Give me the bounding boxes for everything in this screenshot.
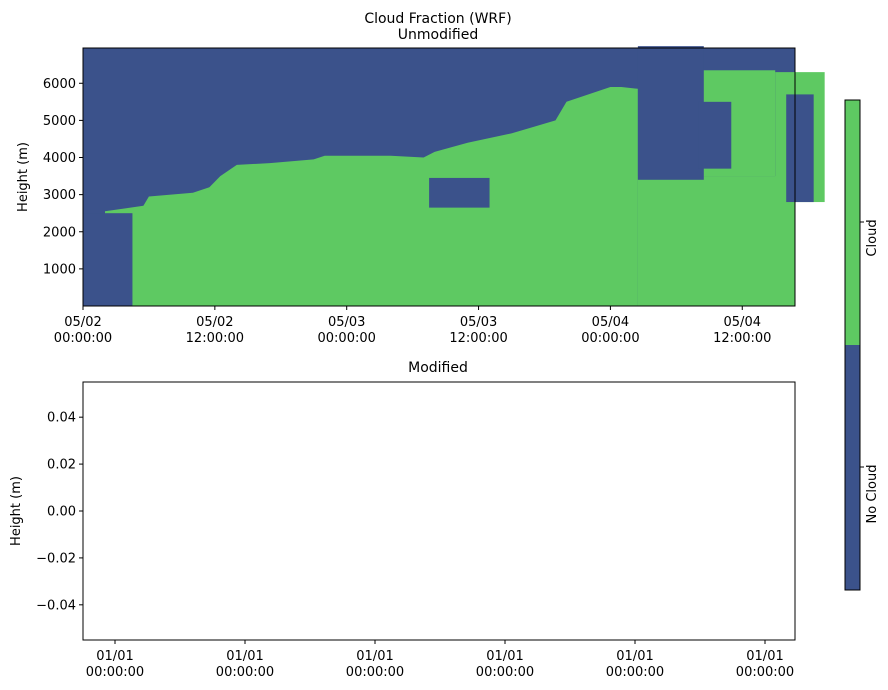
top-xtick-time: 12:00:00 (713, 331, 771, 346)
bottom-ytick-label: 0.04 (47, 411, 76, 426)
top-xtick-time: 00:00:00 (54, 331, 112, 346)
bottom-xtick-date: 01/01 (356, 649, 393, 664)
bottom-xtick-date: 01/01 (486, 649, 523, 664)
top-y-axis-ticks: 1000 2000 3000 4000 5000 6000 (43, 77, 83, 277)
cloud-region-main (105, 87, 638, 306)
top-ytick-label: 1000 (43, 262, 76, 277)
top-xtick-time: 12:00:00 (186, 331, 244, 346)
top-ytick-label: 5000 (43, 114, 76, 129)
bottom-xtick-time: 00:00:00 (346, 665, 404, 680)
bottom-axes-frame (82, 381, 796, 641)
bottom-xtick-date: 01/01 (96, 649, 133, 664)
colorbar-label-no-cloud: No Cloud (865, 465, 880, 524)
bottom-ytick-label: 0.00 (47, 505, 76, 520)
top-y-axis-label: Height (m) (16, 142, 31, 212)
bottom-x-axis-ticks: 01/0100:00:0001/0100:00:0001/0100:00:000… (86, 640, 794, 680)
top-axes-frame (82, 47, 796, 307)
colorbar: Cloud No Cloud (844, 99, 880, 591)
top-ytick-label: 3000 (43, 188, 76, 203)
bottom-xtick-date: 01/01 (616, 649, 653, 664)
modified-heatmap: 0.040.020.00−0.02−0.04 01/0100:00:0001/0… (36, 381, 796, 680)
top-panel-title: Unmodified (398, 27, 478, 43)
top-ytick-label: 4000 (43, 151, 76, 166)
no-cloud-intrusion-3 (786, 94, 814, 203)
top-x-axis-ticks: 05/0200:00:0005/0212:00:0005/0300:00:000… (54, 306, 771, 346)
top-xtick-time: 00:00:00 (318, 331, 376, 346)
bottom-xtick-date: 01/01 (226, 649, 263, 664)
figure-title: Cloud Fraction (WRF) (364, 11, 511, 27)
bottom-xtick-time: 00:00:00 (476, 665, 534, 680)
bottom-y-axis-label: Height (m) (9, 476, 24, 546)
bottom-xtick-time: 00:00:00 (606, 665, 664, 680)
cloud-region-lower-right (637, 176, 795, 306)
top-xtick-date: 05/02 (64, 315, 101, 330)
bottom-ytick-label: 0.02 (47, 458, 76, 473)
no-cloud-intrusions (83, 46, 814, 306)
top-ytick-label: 6000 (43, 77, 76, 92)
no-cloud-intrusion-5 (83, 213, 133, 306)
top-ytick-label: 2000 (43, 225, 76, 240)
top-xtick-time: 12:00:00 (449, 331, 507, 346)
top-xtick-time: 00:00:00 (581, 331, 639, 346)
top-xtick-date: 05/03 (328, 315, 365, 330)
bottom-y-axis-ticks: 0.04 0.02 0.00 −0.02 −0.04 (36, 411, 83, 613)
bottom-xtick-time: 00:00:00 (216, 665, 274, 680)
top-xtick-date: 05/04 (724, 315, 761, 330)
colorbar-label-cloud: Cloud (865, 219, 880, 256)
no-cloud-intrusion-2 (698, 101, 732, 169)
bottom-xtick-time: 00:00:00 (736, 665, 794, 680)
bottom-ytick-label: −0.02 (36, 551, 76, 566)
bottom-panel-title: Modified (408, 360, 468, 376)
colorbar-no-cloud-segment (845, 345, 860, 590)
top-xtick-date: 05/02 (196, 315, 233, 330)
bottom-xtick-time: 00:00:00 (86, 665, 144, 680)
top-xtick-date: 05/03 (460, 315, 497, 330)
top-xtick-date: 05/04 (592, 315, 629, 330)
no-cloud-intrusion-1 (637, 46, 704, 180)
bottom-xtick-date: 01/01 (746, 649, 783, 664)
bottom-ytick-label: −0.04 (36, 598, 76, 613)
colorbar-cloud-segment (845, 100, 860, 345)
colorbar-frame (844, 99, 861, 591)
no-cloud-intrusion-4 (429, 177, 490, 208)
